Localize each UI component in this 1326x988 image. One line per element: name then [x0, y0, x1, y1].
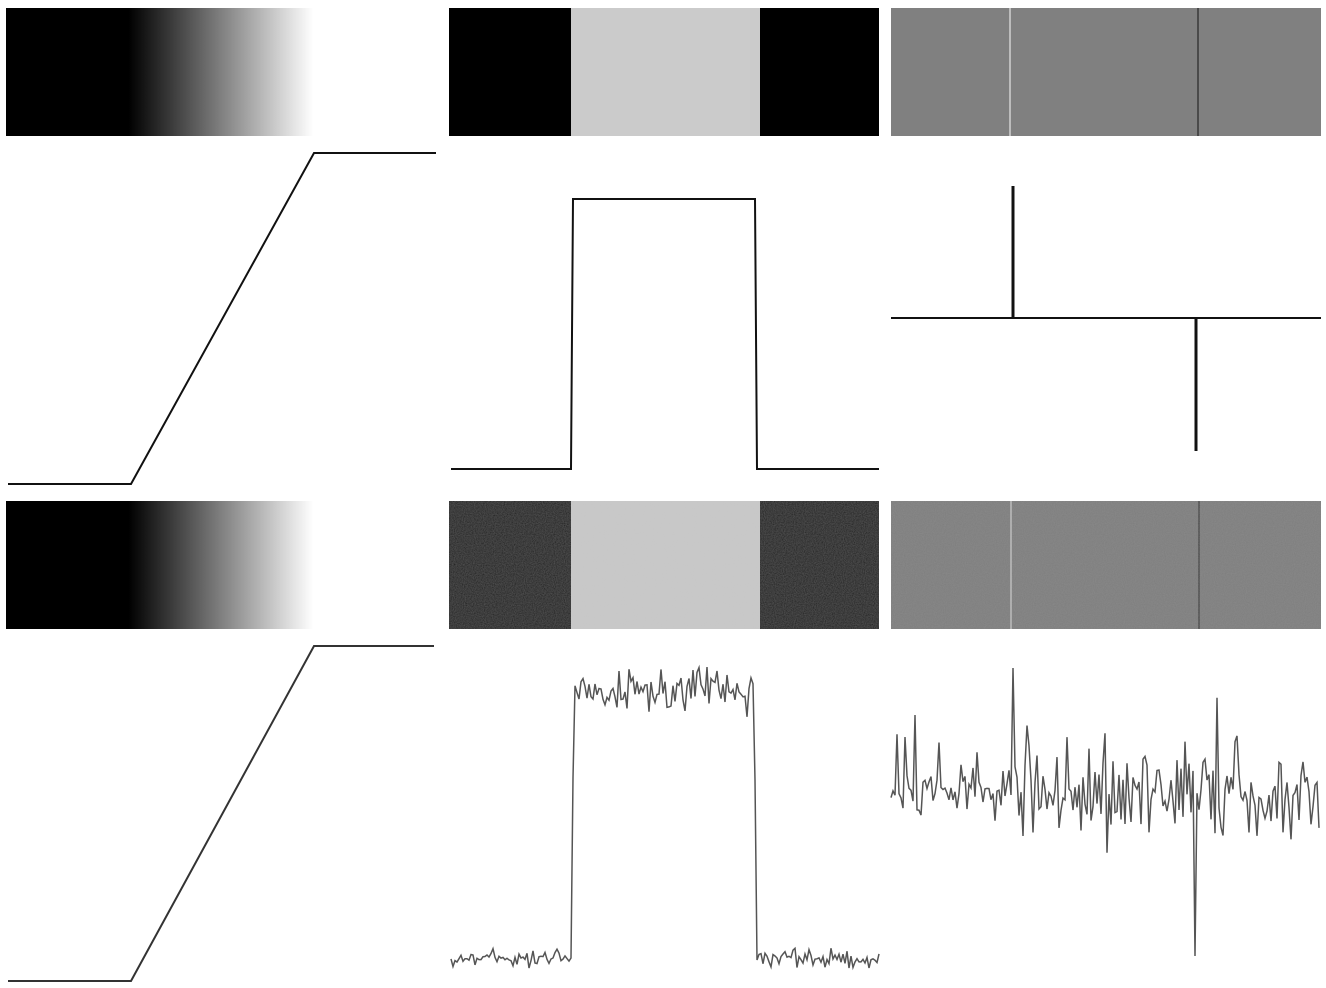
strip-ramp-clean — [6, 8, 436, 136]
strip-ramp-noisy — [6, 501, 436, 629]
profile-impulse-noisy — [890, 667, 1320, 957]
profile-pulse-noisy — [450, 664, 880, 971]
strip-pulse-noisy — [449, 501, 879, 629]
strip-impulse-noisy — [891, 501, 1321, 629]
strip-impulse-clean — [891, 8, 1321, 136]
profile-ramp-noisy — [8, 645, 434, 982]
profile-pulse-clean — [451, 198, 879, 470]
strip-pulse-clean — [449, 8, 879, 136]
profile-ramp-clean — [8, 152, 436, 485]
profile-impulse-clean — [891, 186, 1321, 451]
